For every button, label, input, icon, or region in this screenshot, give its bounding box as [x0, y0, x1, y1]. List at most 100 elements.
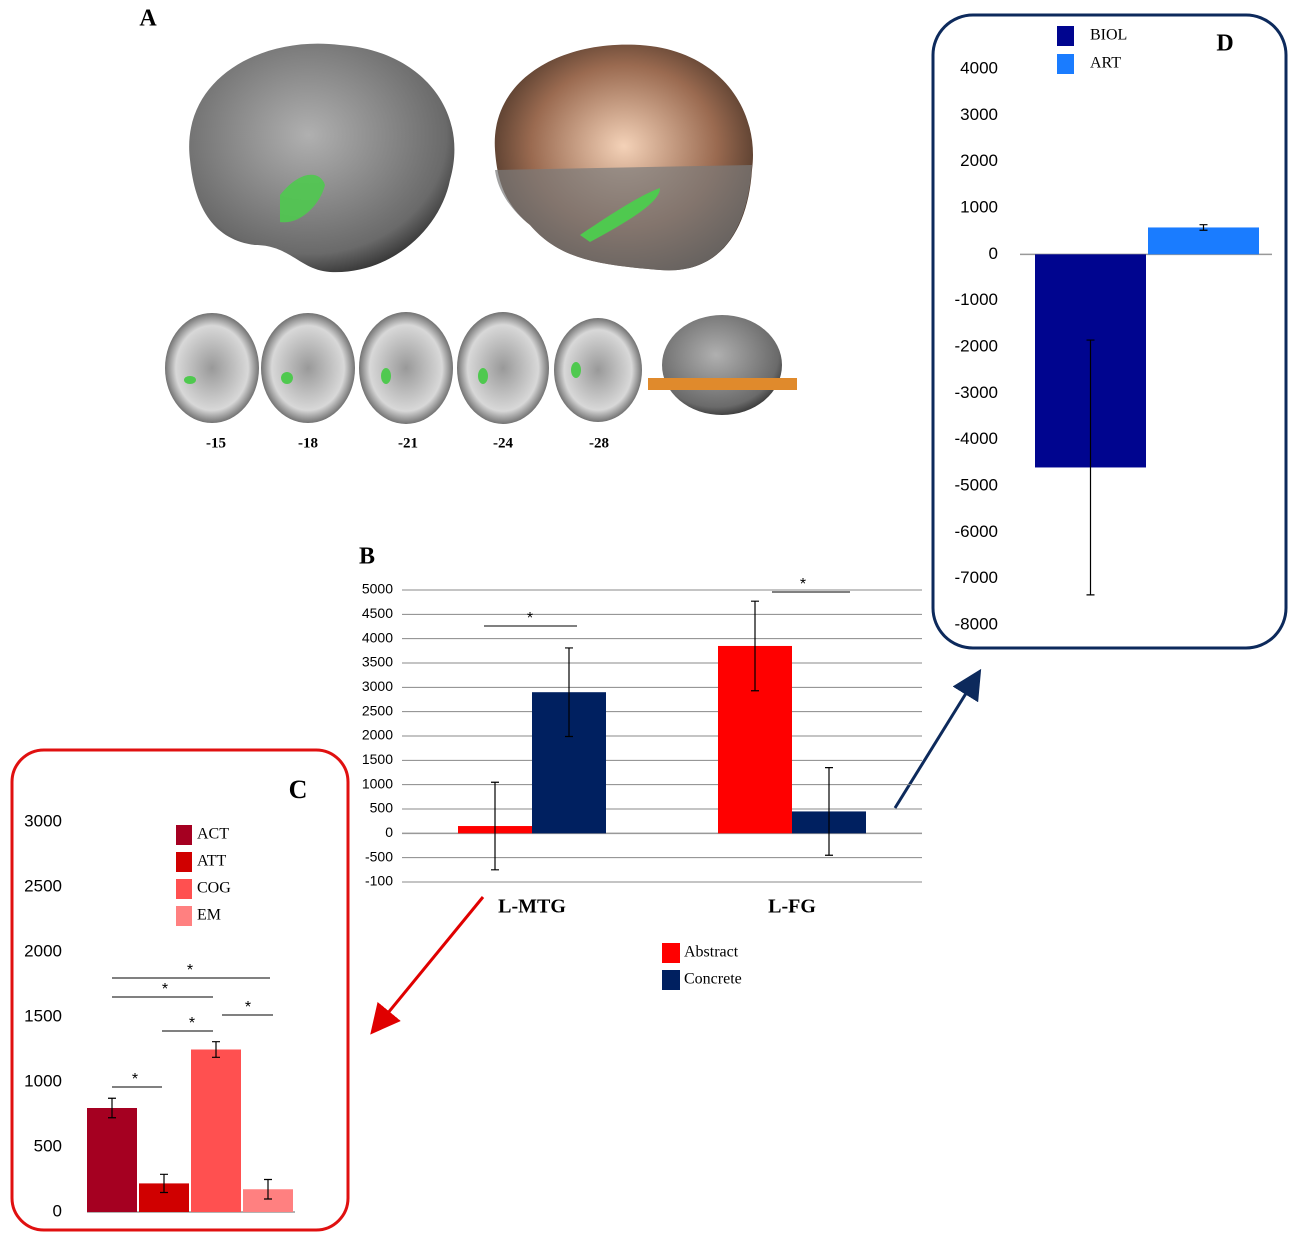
- x-tick-label: L-FG: [768, 896, 816, 918]
- significance-star: *: [800, 576, 806, 593]
- roi-blob: [580, 188, 660, 242]
- brain-slice: [165, 313, 259, 423]
- chart-title: D: [1216, 31, 1233, 57]
- y-tick-label: -3000: [955, 383, 998, 402]
- brain-slice: [457, 312, 549, 424]
- y-tick-label: -8000: [955, 614, 998, 633]
- y-tick-label: 4500: [362, 605, 393, 621]
- y-tick-label: -1000: [955, 290, 998, 309]
- significance-star: *: [187, 962, 193, 979]
- legend-label: ACT: [197, 826, 229, 843]
- legend-swatch: [662, 970, 680, 990]
- y-tick-label: 0: [989, 244, 998, 263]
- significance-star: *: [189, 1015, 195, 1032]
- y-tick-label: -6000: [955, 522, 998, 541]
- legend-swatch: [1057, 54, 1074, 74]
- y-tick-label: 2000: [960, 151, 998, 170]
- roi-blob: [381, 368, 391, 384]
- y-tick-label: 1000: [960, 197, 998, 216]
- legend-swatch: [176, 852, 192, 872]
- y-tick-label: 2000: [24, 941, 62, 960]
- error-bar: [491, 781, 499, 871]
- y-tick-label: 3000: [960, 105, 998, 124]
- x-tick-label: L-MTG: [498, 896, 566, 918]
- y-tick-label: 1500: [362, 751, 393, 767]
- y-tick-label: 3000: [24, 811, 62, 830]
- error-bar: [160, 1173, 168, 1194]
- y-tick-label: 4000: [362, 629, 393, 645]
- error-bar: [751, 600, 759, 692]
- y-tick-label: 3000: [362, 678, 393, 694]
- slice-label: -28: [589, 435, 609, 451]
- brain-slice: [554, 318, 642, 422]
- arrow: [893, 668, 982, 809]
- error-bar: [264, 1178, 272, 1200]
- slice-indicator: [648, 378, 797, 390]
- error-bar: [1199, 224, 1208, 231]
- y-tick-label: 2500: [362, 702, 393, 718]
- error-bar: [565, 647, 573, 738]
- panel-c-frame: [10, 748, 350, 1232]
- legend-label: EM: [197, 907, 221, 924]
- chart-title: B: [359, 544, 375, 570]
- roi-blob: [280, 174, 325, 223]
- y-tick-label: 0: [53, 1201, 62, 1220]
- brain-sagittal: [662, 315, 782, 415]
- legend-swatch: [176, 906, 192, 926]
- brain-slice: [261, 313, 355, 423]
- bar: [87, 1108, 137, 1212]
- legend-swatch: [1057, 26, 1074, 46]
- brain-lateral: [189, 43, 455, 273]
- panel-d-frame: [931, 13, 1288, 650]
- legend-label: COG: [197, 880, 231, 897]
- roi-blob: [184, 376, 196, 384]
- legend-label: ATT: [197, 853, 227, 870]
- legend-label: ART: [1090, 55, 1121, 72]
- legend-label: Concrete: [684, 971, 742, 988]
- y-tick-label: 1000: [24, 1071, 62, 1090]
- y-tick-label: -5000: [955, 475, 998, 494]
- slice-label: -15: [206, 435, 226, 451]
- legend-swatch: [176, 825, 192, 845]
- arrow: [370, 896, 485, 1035]
- significance-star: *: [245, 999, 251, 1016]
- legend-label: BIOL: [1090, 27, 1127, 44]
- error-bar: [108, 1097, 116, 1119]
- y-tick-label: -500: [365, 848, 393, 864]
- legend-swatch: [662, 943, 680, 963]
- brain-images: [165, 43, 797, 424]
- panel-label: A: [139, 6, 157, 32]
- y-tick-label: 2500: [24, 876, 62, 895]
- slice-label: -24: [493, 435, 513, 451]
- y-tick-label: -4000: [955, 429, 998, 448]
- brain-slice: [359, 312, 453, 424]
- bar: [191, 1049, 241, 1212]
- y-tick-label: 1000: [362, 775, 393, 791]
- significance-star: *: [162, 981, 168, 998]
- chart-title: C: [289, 775, 308, 804]
- y-tick-label: -100: [365, 873, 393, 889]
- roi-blob: [281, 372, 293, 384]
- legend-label: Abstract: [684, 944, 739, 961]
- slice-label: -21: [398, 435, 418, 451]
- y-tick-label: -2000: [955, 336, 998, 355]
- slice-label: -18: [298, 435, 318, 451]
- y-tick-label: 1500: [24, 1006, 62, 1025]
- roi-blob: [478, 368, 488, 384]
- legend-swatch: [176, 879, 192, 899]
- error-bar: [825, 767, 833, 856]
- significance-star: *: [527, 610, 533, 627]
- significance-star: *: [132, 1071, 138, 1088]
- error-bar: [1086, 339, 1095, 596]
- y-tick-label: 5000: [362, 581, 393, 597]
- y-tick-label: 500: [34, 1136, 62, 1155]
- y-tick-label: 2000: [362, 727, 393, 743]
- bar: [243, 1189, 293, 1212]
- y-tick-label: 500: [370, 800, 394, 816]
- y-tick-label: 4000: [960, 58, 998, 77]
- error-bar: [212, 1041, 220, 1058]
- bar: [1148, 227, 1259, 255]
- y-tick-label: -7000: [955, 568, 998, 587]
